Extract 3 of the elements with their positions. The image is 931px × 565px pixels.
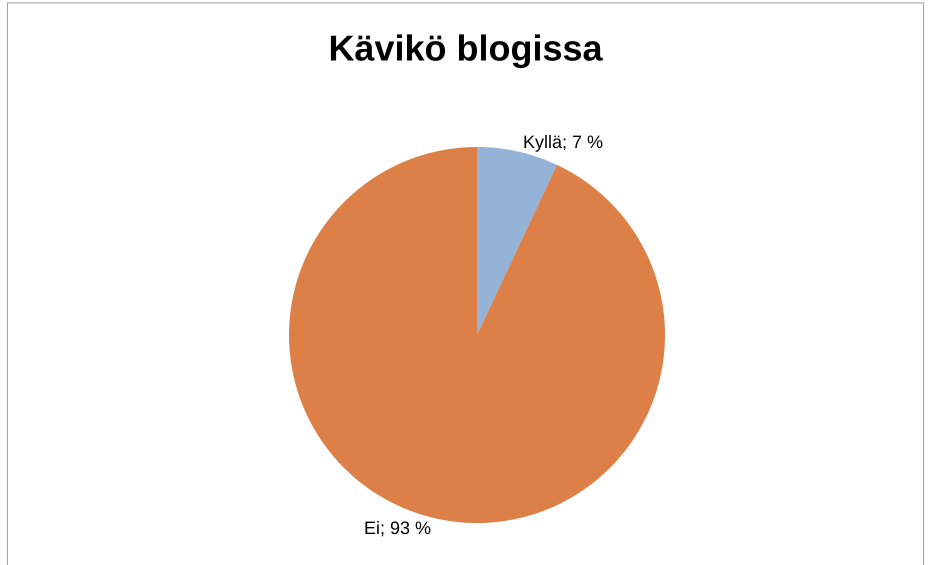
slice-label: Ei; 93 % <box>364 518 431 538</box>
chart-title: Kävikö blogissa <box>328 28 604 69</box>
slice-label: Kyllä; 7 % <box>523 132 604 152</box>
